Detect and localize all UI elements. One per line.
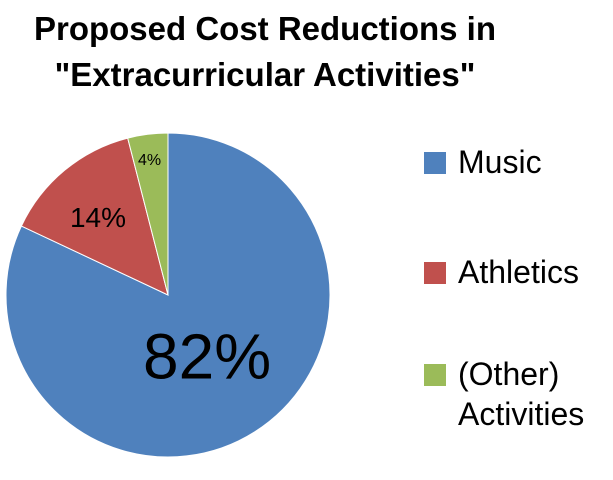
- legend-label-music: Music: [458, 142, 542, 182]
- data-label-athletics: 14%: [70, 202, 126, 233]
- pie-chart: 82% 14% 4%: [5, 132, 331, 458]
- pie-data-labels: 82% 14% 4%: [70, 152, 271, 392]
- data-label-music: 82%: [143, 320, 271, 392]
- legend-label-athletics: Athletics: [458, 252, 579, 292]
- legend-label-other-line-1: (Other): [458, 356, 560, 392]
- legend-swatch-music: [424, 152, 446, 174]
- chart-title-line-1: Proposed Cost Reductions in: [33, 10, 497, 47]
- pie-slices: [5, 132, 331, 458]
- pie-slice-other-activities: [127, 132, 169, 296]
- data-label-other-activities: 4%: [138, 152, 161, 169]
- chart-title: Proposed Cost Reductions in "Extracurric…: [0, 6, 530, 98]
- legend-swatch-other-activities: [424, 364, 446, 386]
- pie-slice-athletics: [20, 137, 169, 296]
- chart-title-line-2: "Extracurricular Activities": [54, 56, 476, 93]
- legend-label-other-line-2: Activities: [458, 396, 585, 432]
- legend-label-other-activities: (Other) Activities: [458, 354, 584, 434]
- legend-swatch-athletics: [424, 262, 446, 284]
- legend-label-athletics-line-1: Athletics: [458, 254, 579, 290]
- legend-label-music-line-1: Music: [458, 144, 542, 180]
